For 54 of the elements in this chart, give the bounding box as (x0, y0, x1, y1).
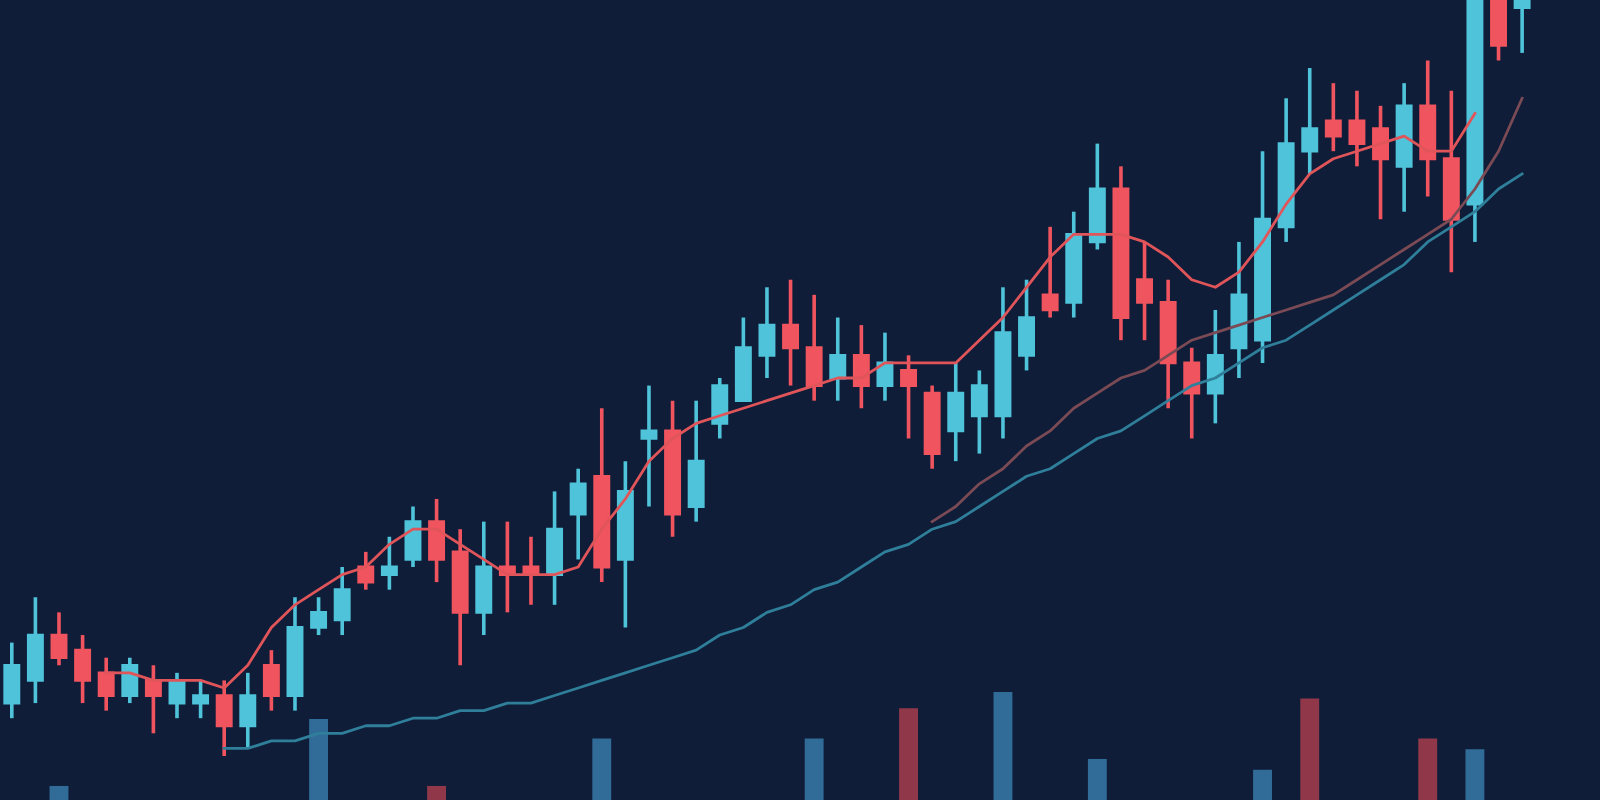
candlestick (900, 353, 918, 441)
candlestick (121, 655, 139, 705)
bar (1253, 769, 1272, 800)
candlestick (1324, 81, 1342, 154)
candlestick (97, 655, 115, 713)
candlestick (74, 633, 92, 705)
candlestick (215, 678, 233, 758)
candlestick (357, 550, 375, 592)
bar (309, 719, 329, 800)
candlestick (1206, 308, 1224, 426)
bar (427, 785, 447, 800)
bar (1418, 738, 1438, 800)
candlestick (475, 519, 493, 637)
bar (592, 738, 612, 800)
candlestick (711, 376, 729, 441)
candlestick (1018, 277, 1036, 373)
bar (1465, 749, 1485, 800)
bar (993, 692, 1013, 800)
candlestick (805, 293, 823, 403)
candlestick (640, 383, 658, 509)
candlestick (1348, 88, 1366, 169)
candlestick (310, 595, 328, 637)
candlestick (1513, 0, 1531, 55)
candlestick (50, 610, 68, 668)
candlestick (546, 489, 564, 607)
candlestick (1372, 104, 1389, 222)
candlestick (852, 323, 870, 411)
bar (804, 738, 824, 800)
candlestick (144, 663, 162, 736)
candlestick (428, 497, 446, 584)
candlestick (876, 330, 894, 403)
candlestick (829, 315, 847, 403)
bar (49, 785, 69, 800)
candlestick (239, 671, 257, 751)
candlestick (947, 361, 965, 463)
candlestick (1301, 66, 1319, 176)
bar (1087, 758, 1107, 800)
candlestick (1490, 0, 1507, 63)
candlestick (687, 398, 705, 524)
candlestick (333, 565, 351, 637)
candlestick (1136, 240, 1154, 343)
candlestick (380, 534, 398, 592)
candlestick (26, 595, 44, 705)
candlestick (970, 368, 988, 456)
bar (1300, 698, 1320, 800)
candlestick (192, 678, 210, 721)
candlestick (3, 640, 21, 721)
candlestick (1041, 224, 1059, 320)
candlestick (569, 466, 587, 562)
bar (899, 708, 918, 800)
candlestick (262, 648, 280, 713)
candlestick (758, 285, 776, 380)
candlestick (782, 277, 800, 388)
candlestick (1183, 345, 1201, 441)
